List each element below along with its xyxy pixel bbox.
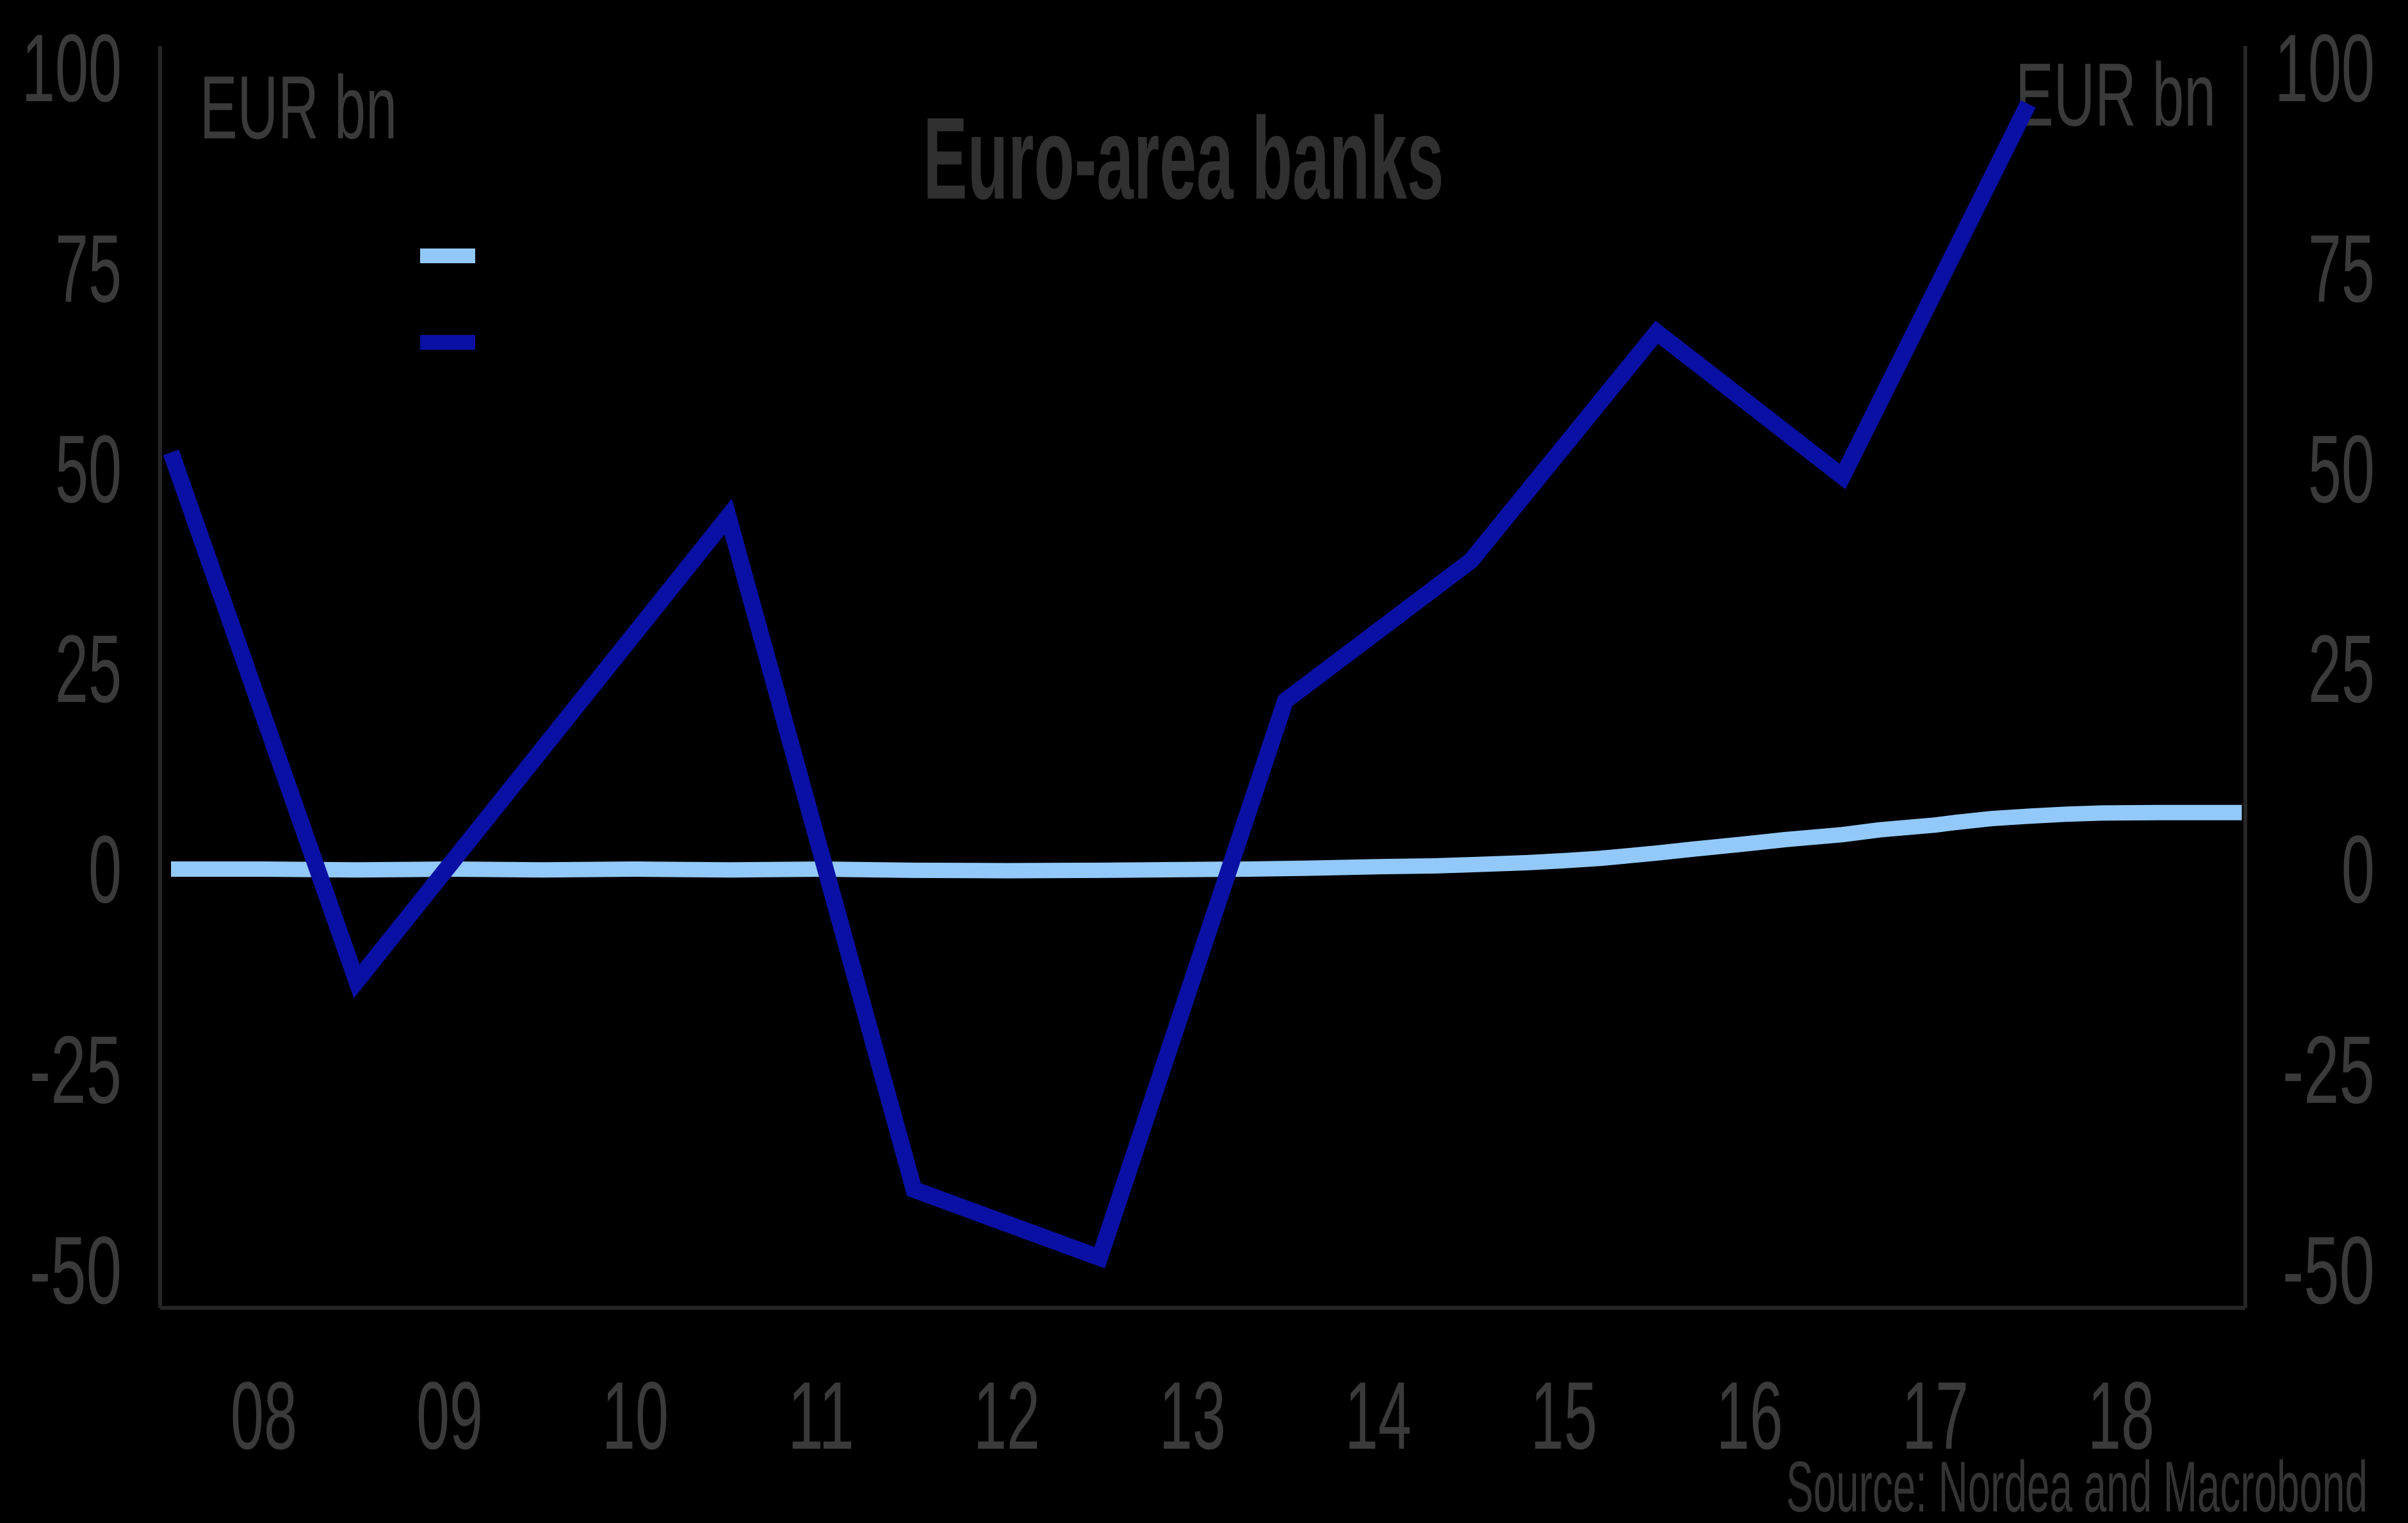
light-blue-series-line xyxy=(171,804,2242,879)
y-tick-label: 50 xyxy=(2308,415,2375,523)
x-axis-tick-labels: 08 09 10 11 12 13 14 15 16 17 18 xyxy=(231,1362,2154,1469)
y-tick-label: 100 xyxy=(2275,14,2375,122)
x-tick-label: 17 xyxy=(1902,1362,1969,1469)
y-tick-label: 50 xyxy=(55,415,122,523)
left-axis-tick-labels: 100 75 50 25 0 -25 -50 xyxy=(22,14,122,1324)
x-tick-label: 15 xyxy=(1531,1362,1597,1469)
right-axis-tick-labels: 100 75 50 25 0 -25 -50 xyxy=(2275,14,2375,1324)
legend-swatch-dark-blue xyxy=(420,335,475,350)
y-tick-label: 75 xyxy=(2308,215,2375,322)
y-tick-label: 0 xyxy=(2341,815,2375,923)
right-axis-unit-label: EUR bn xyxy=(2015,44,2216,145)
y-tick-label: 25 xyxy=(55,615,122,722)
source-label: Source: Nordea and Macrobond xyxy=(1786,1447,2368,1523)
x-tick-label: 16 xyxy=(1716,1362,1783,1469)
y-tick-label: 75 xyxy=(55,215,122,322)
x-tick-label: 12 xyxy=(973,1362,1040,1469)
y-tick-label: 25 xyxy=(2308,615,2375,722)
y-tick-label: -25 xyxy=(29,1016,122,1123)
y-tick-label: -25 xyxy=(2282,1016,2375,1123)
chart-title: Euro-area banks xyxy=(923,93,1444,224)
y-tick-label: 100 xyxy=(22,14,122,122)
x-tick-label: 14 xyxy=(1345,1362,1411,1469)
x-tick-label: 08 xyxy=(231,1362,297,1469)
legend-swatch-light-blue xyxy=(420,248,475,263)
y-tick-label: 0 xyxy=(88,815,122,923)
x-tick-label: 18 xyxy=(2088,1362,2154,1469)
x-tick-label: 09 xyxy=(416,1362,483,1469)
left-axis-unit-label: EUR bn xyxy=(200,57,397,158)
legend xyxy=(420,248,475,350)
y-tick-label: -50 xyxy=(29,1216,122,1324)
x-tick-label: 10 xyxy=(602,1362,669,1469)
x-tick-label: 11 xyxy=(788,1362,854,1469)
dark-blue-series-line xyxy=(163,100,2036,1269)
y-tick-label: -50 xyxy=(2282,1216,2375,1324)
x-tick-label: 13 xyxy=(1159,1362,1226,1469)
